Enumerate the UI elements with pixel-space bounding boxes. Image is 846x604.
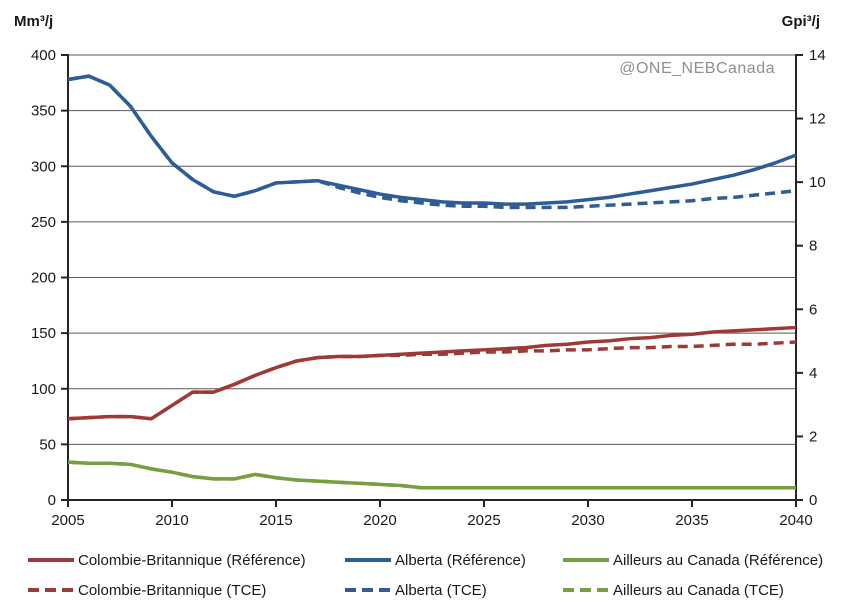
right-axis-unit-label: Gpi³/j [781,13,820,30]
left-axis-tick-label: 200 [31,270,56,287]
right-axis-tick-label: 12 [809,111,826,128]
right-axis-tick-label: 2 [809,428,817,445]
legend-swatch-solid-blue-icon [345,558,391,562]
x-axis-tick-label: 2005 [51,512,84,529]
legend-item-ailleurs-au-canada-reference: Ailleurs au Canada (Référence) [563,550,823,570]
left-axis-tick-label: 0 [48,492,56,509]
x-axis-tick-label: 2010 [155,512,188,529]
legend-swatch-solid-green-icon [563,558,609,562]
legend-swatch-dashed-green-icon [563,588,609,592]
left-axis-tick-label: 50 [39,436,56,453]
chart-canvas: 0 50 100 150 200 250 300 350 400 0 2 4 6 8 10 12 14 2005 2… [31,47,826,529]
x-axis-tick-label: 2040 [779,512,812,529]
series-line-ab_tce [67,74,797,210]
x-axis-tick-label: 2015 [259,512,292,529]
left-axis-tick-label: 100 [31,381,56,398]
series-line-ab_ref [67,74,797,206]
legend-label: Alberta (Référence) [395,551,526,569]
x-axis-tick-label: 2030 [571,512,604,529]
legend-item-colombie-britannique-tce: Colombie-Britannique (TCE) [28,580,266,600]
right-axis-tick-label: 14 [809,47,826,64]
x-axis-tick-label: 2035 [675,512,708,529]
right-axis-tick-label: 10 [809,174,826,191]
legend-swatch-dashed-red-icon [28,588,74,592]
right-axis-tick-label: 4 [809,365,817,382]
left-axis-tick-label: 400 [31,47,56,64]
legend-item-alberta-tce: Alberta (TCE) [345,580,487,600]
left-axis-tick-label: 300 [31,158,56,175]
series-line-ac_ref [67,460,796,490]
legend-label: Colombie-Britannique (TCE) [78,581,267,599]
right-axis-tick-label: 6 [809,301,817,318]
legend-label: Colombie-Britannique (Référence) [78,551,306,569]
x-axis-tick-label: 2020 [363,512,396,529]
chart-legend: Colombie-Britannique (Référence) Alberta… [0,540,846,604]
legend-swatch-dashed-blue-icon [345,588,391,592]
legend-swatch-solid-red-icon [28,558,74,562]
legend-label: Alberta (TCE) [395,581,487,599]
left-axis-tick-label: 150 [31,325,56,342]
legend-item-colombie-britannique-reference: Colombie-Britannique (Référence) [28,550,306,570]
x-axis-tick-label: 2025 [467,512,500,529]
right-axis-tick-label: 0 [809,492,817,509]
left-axis-tick-label: 250 [31,214,56,231]
right-axis-tick-label: 8 [809,238,817,255]
legend-label: Ailleurs au Canada (Référence) [613,551,824,569]
watermark-text: @ONE_NEBCanada [619,60,775,77]
legend-item-ailleurs-au-canada-tce: Ailleurs au Canada (TCE) [563,580,784,600]
legend-label: Ailleurs au Canada (TCE) [613,581,784,599]
legend-item-alberta-reference: Alberta (Référence) [345,550,526,570]
series-line-cb_ref [67,325,797,421]
left-axis-tick-label: 350 [31,103,56,120]
left-axis-unit-label: Mm³/j [14,13,54,30]
